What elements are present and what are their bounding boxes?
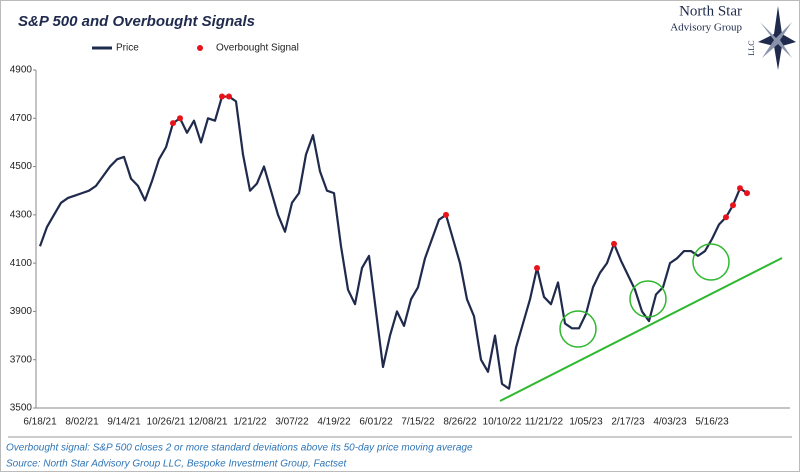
y-tick-label: 4700	[10, 113, 33, 124]
logo-tagline: Advisory Group	[670, 22, 742, 34]
plot-area: 3500 3700 3900 4100 4300 4500 4700 4900 6/18/21 8…	[10, 43, 790, 428]
source-note: Source: North Star Advisory Group LLC, B…	[6, 459, 348, 470]
y-tick-label: 3500	[10, 403, 33, 414]
y-tick-label: 4500	[10, 161, 33, 172]
price-line	[38, 95, 748, 390]
footnote: Overbought signal: S&P 500 closes 2 or m…	[6, 443, 473, 454]
legend: Price Overbought Signal	[92, 43, 299, 54]
x-tick-label: 8/26/22	[443, 417, 477, 428]
x-tick-label: 12/08/21	[189, 417, 228, 428]
signal-point	[170, 120, 176, 127]
support-circle	[692, 243, 730, 281]
x-tick-label: 6/18/21	[23, 417, 57, 428]
x-tick-label: 10/26/21	[147, 417, 186, 428]
signal-point	[744, 190, 750, 197]
y-tick-label: 4900	[10, 65, 33, 76]
legend-swatch	[197, 45, 203, 51]
x-tick-label: 10/10/22	[483, 417, 522, 428]
support-circle	[559, 310, 597, 348]
x-tick-label: 4/03/23	[653, 417, 687, 428]
x-tick-label: 9/14/21	[107, 417, 141, 428]
x-tick-label: 4/19/22	[317, 417, 351, 428]
legend-label: Price	[116, 43, 139, 54]
x-tick-label: 7/15/22	[401, 417, 435, 428]
y-tick-label: 3900	[10, 306, 33, 317]
signal-point	[737, 185, 743, 192]
logo-llc: LLC	[747, 40, 756, 55]
logo-name: North Star	[679, 3, 742, 19]
trend-line	[499, 257, 783, 402]
x-tick-label: 5/16/23	[695, 417, 729, 428]
x-tick-label: 3/07/22	[275, 417, 309, 428]
logo: North Star Advisory Group LLC	[670, 3, 796, 70]
signal-point	[226, 93, 232, 100]
legend-label: Overbought Signal	[216, 43, 299, 54]
y-tick-label: 4300	[10, 209, 33, 220]
signal-point	[723, 214, 729, 221]
signal-point	[177, 115, 183, 122]
x-tick-label: 1/05/23	[569, 417, 603, 428]
signal-point	[730, 202, 736, 209]
x-tick-label: 6/01/22	[359, 417, 393, 428]
x-tick-label: 2/17/23	[611, 417, 645, 428]
y-tick-label: 4100	[10, 258, 33, 269]
x-tick-label: 1/21/22	[233, 417, 267, 428]
annotations	[499, 243, 783, 402]
chart-title: S&P 500 and Overbought Signals	[18, 13, 255, 30]
x-tick-label: 11/21/22	[525, 417, 564, 428]
support-circle	[629, 280, 667, 318]
x-tick-label: 8/02/21	[65, 417, 99, 428]
signal-point	[534, 264, 540, 271]
signal-point	[611, 240, 617, 247]
y-tick-label: 3700	[10, 354, 33, 365]
signal-point	[219, 93, 225, 100]
signal-point	[443, 211, 449, 218]
logo-star-back	[760, 22, 792, 58]
